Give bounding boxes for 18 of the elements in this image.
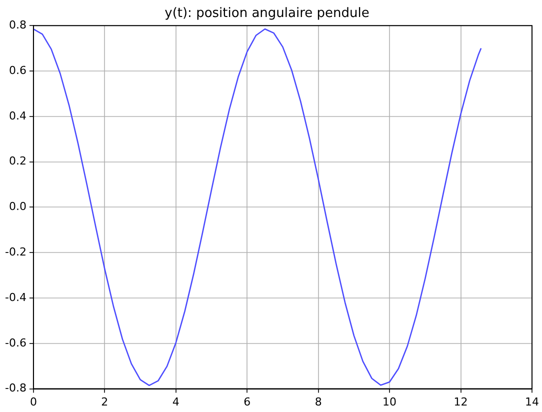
x-tick-label: 6	[244, 395, 251, 408]
x-tick-label: 4	[172, 395, 180, 408]
chart-title: y(t): position angulaire pendule	[164, 6, 370, 22]
y-tick-label: 0.8	[8, 18, 26, 32]
x-tick-label: 0	[30, 395, 37, 408]
y-tick-label: -0.4	[4, 290, 26, 304]
x-tick-label: 10	[382, 395, 397, 408]
y-tick-label: -0.2	[4, 245, 26, 258]
y-tick-label: 0.6	[8, 64, 26, 77]
x-tick-label: 12	[454, 395, 468, 408]
x-tick-label: 8	[314, 395, 322, 408]
y-tick-label: -0.8	[4, 382, 26, 395]
y-tick-label: 0.0	[8, 200, 26, 214]
x-tick-label: 14	[525, 395, 539, 408]
x-tick-label: 2	[101, 395, 108, 408]
y-tick-label: 0.4	[8, 109, 26, 122]
y-tick-label: 0.2	[8, 154, 26, 168]
y-tick-label: -0.6	[4, 336, 26, 350]
